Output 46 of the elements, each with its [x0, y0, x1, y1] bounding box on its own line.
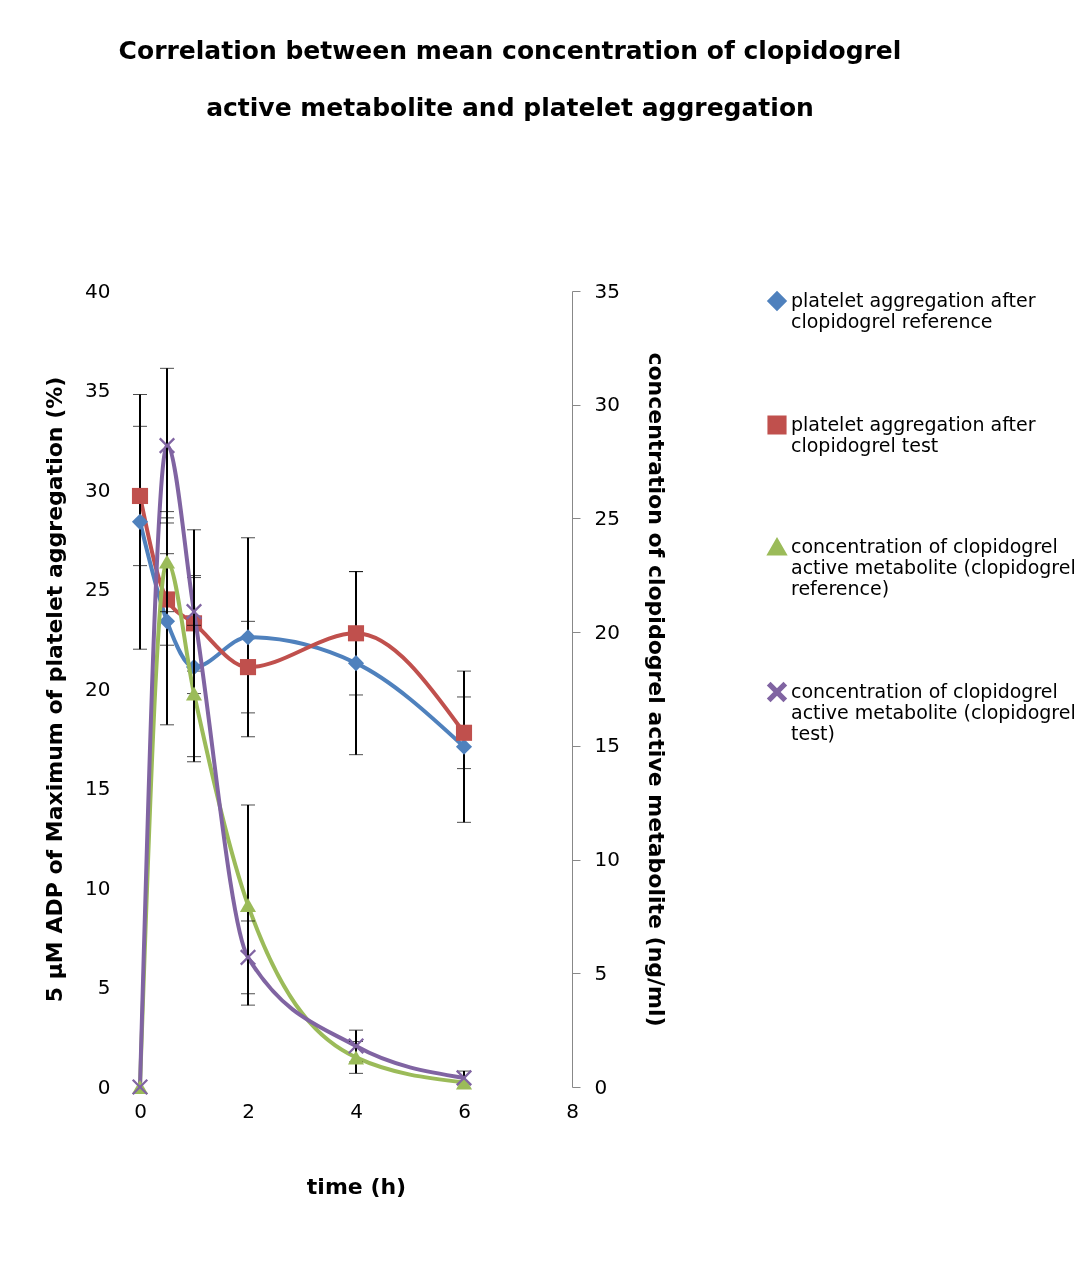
y-tick-label: 40 — [85, 278, 111, 303]
point — [347, 655, 365, 672]
y2-tick-label: 15 — [594, 733, 620, 758]
y-tick-label: 35 — [85, 378, 111, 402]
legend-label: concentration of clopidogrel active metabolite (clopidogrel reference) — [791, 535, 1076, 599]
legend-label: platelet aggregation after clopidogrel reference — [791, 289, 1036, 332]
y2-tick-label: 30 — [594, 392, 620, 417]
point — [185, 686, 203, 701]
point — [239, 949, 257, 966]
y-tick-label: 5 — [97, 975, 111, 999]
point — [131, 513, 149, 530]
y-tick-label: 15 — [85, 776, 111, 800]
legend-label: concentration of clopidogrel active metabolite (clopidogrel test) — [791, 680, 1076, 744]
x-tick-label: 0 — [134, 1098, 147, 1123]
legend-label: platelet aggregation after clopidogrel test — [791, 413, 1036, 456]
y-tick-label: 10 — [85, 875, 111, 900]
point — [131, 487, 149, 505]
point — [239, 629, 257, 646]
y-axis-title: 5 µM ADP of Maximum of platelet aggregation (%) — [42, 376, 68, 1003]
y-tick-label: 30 — [85, 477, 111, 502]
chart-title: Correlation between mean concentration of clopidogrel active metabolite and platelet aggregation — [118, 36, 902, 122]
y2-tick-label: 25 — [594, 505, 620, 530]
x-axis-title: time (h) — [306, 1173, 407, 1199]
y2-tick-label: 35 — [594, 278, 620, 303]
point — [239, 898, 257, 913]
y-tick-label: 25 — [85, 577, 111, 601]
x-tick-label: 2 — [242, 1098, 255, 1123]
point — [455, 724, 473, 741]
y2-tick-label: 20 — [594, 619, 620, 644]
x-tick-label: 8 — [566, 1098, 579, 1123]
x-tick-label: 4 — [350, 1098, 363, 1123]
point — [347, 1038, 365, 1055]
y-tick-label: 0 — [97, 1074, 111, 1099]
y2-tick-label: 10 — [594, 847, 620, 872]
point — [158, 554, 176, 569]
point — [347, 1050, 365, 1065]
x-tick-label: 6 — [458, 1098, 471, 1123]
point — [347, 625, 365, 642]
y2-tick-label: 5 — [594, 960, 608, 985]
point — [158, 437, 176, 454]
point — [239, 659, 257, 676]
y2-tick-label: 0 — [594, 1074, 608, 1099]
y-tick-label: 20 — [85, 676, 111, 701]
point — [185, 603, 203, 620]
y2-axis-title: concentration of clopidogrel active metabolite (ng/ml) — [643, 352, 669, 1027]
point — [455, 738, 473, 755]
